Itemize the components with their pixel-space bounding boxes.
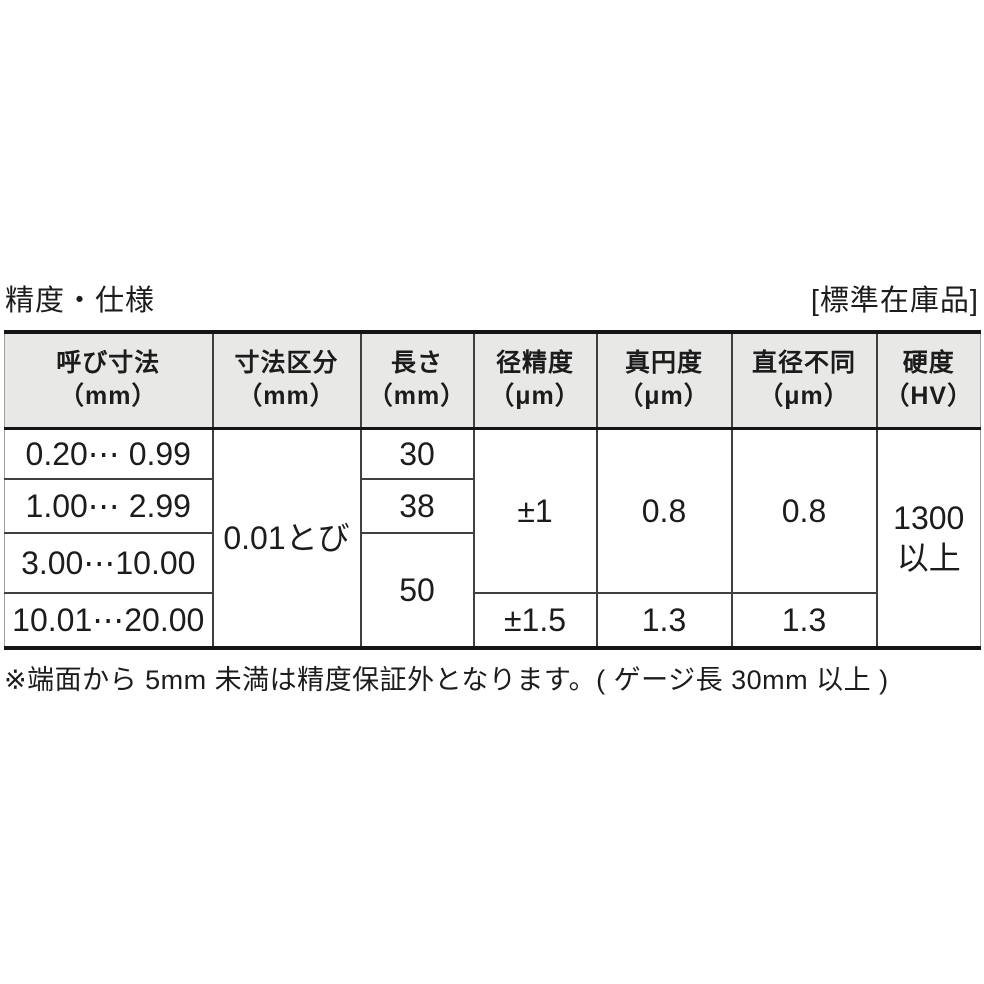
col-header-unit: （HV） bbox=[884, 382, 974, 411]
cell-roundness: 0.8 bbox=[595, 428, 732, 593]
col-header-dia-accuracy: 径精度 （μm） bbox=[472, 332, 597, 430]
col-header-unit: （mm） bbox=[237, 382, 336, 411]
col-header-unit: （mm） bbox=[59, 382, 158, 411]
col-header-unit: （mm） bbox=[367, 382, 467, 411]
caption-row: 精度・仕様 [標準在庫品] bbox=[5, 280, 979, 318]
col-header-title: 呼び寸法 bbox=[56, 349, 161, 378]
col-header-title: 径精度 bbox=[495, 349, 574, 378]
col-header-title: 寸法区分 bbox=[234, 349, 339, 378]
col-header-title: 直径不同 bbox=[751, 349, 856, 378]
cell-nominal-size: 10.01⋯20.00 bbox=[4, 592, 213, 648]
cell-length: 38 bbox=[359, 478, 474, 533]
table-row: 10.01⋯20.00 ±1.5 1.3 1.3 bbox=[4, 592, 981, 648]
cell-length: 30 bbox=[359, 428, 474, 479]
cell-dia-difference: 0.8 bbox=[730, 428, 877, 593]
spec-table: 呼び寸法 （mm） 寸法区分 （mm） 長さ （mm） 径精度 （μm） 真円度 bbox=[4, 330, 981, 650]
page-title: 精度・仕様 bbox=[5, 285, 156, 317]
col-header-unit: （μm） bbox=[758, 382, 850, 411]
table-row: 0.20⋯ 0.99 0.01とび 30 ±1 0.8 0.8 1300 以上 bbox=[5, 428, 981, 648]
table-row: 3.00⋯10.00 50 bbox=[4, 532, 981, 648]
accuracy-footnote: ※端面から 5mm 未満は精度保証外となります。( ゲージ長 30mm 以上 ) bbox=[4, 665, 889, 695]
cell-roundness: 1.3 bbox=[595, 592, 732, 648]
cell-nominal-size: 3.00⋯10.00 bbox=[4, 532, 213, 593]
cell-hardness: 1300 以上 bbox=[875, 428, 981, 648]
col-header-title: 硬度 bbox=[902, 349, 955, 378]
cell-nominal-size: 0.20⋯ 0.99 bbox=[25, 435, 191, 472]
col-header-roundness: 真円度 （μm） bbox=[595, 332, 732, 430]
col-header-size-step: 寸法区分 （mm） bbox=[211, 332, 361, 430]
col-header-title: 真円度 bbox=[624, 349, 703, 378]
spec-table-body: 0.20⋯ 0.99 0.01とび 30 ±1 0.8 0.8 1300 以上 … bbox=[4, 428, 981, 648]
col-header-title: 長さ bbox=[390, 349, 443, 378]
hardness-qualifier: 以上 bbox=[896, 539, 961, 576]
cell-dia-accuracy: ±1 bbox=[472, 428, 597, 593]
table-row: 1.00⋯ 2.99 38 bbox=[4, 478, 981, 533]
col-header-dia-difference: 直径不同 （μm） bbox=[730, 332, 877, 430]
col-header-unit: （μm） bbox=[618, 382, 710, 411]
cell-dia-accuracy: ±1.5 bbox=[472, 592, 597, 648]
cell-length: 50 bbox=[359, 532, 474, 648]
stock-status-label: [標準在庫品] bbox=[810, 285, 979, 317]
cell-nominal-size: 1.00⋯ 2.99 bbox=[4, 478, 213, 533]
col-header-hardness: 硬度 （HV） bbox=[875, 332, 981, 430]
col-header-unit: （μm） bbox=[489, 382, 581, 411]
spec-table-header: 呼び寸法 （mm） 寸法区分 （mm） 長さ （mm） 径精度 （μm） 真円度 bbox=[4, 332, 981, 430]
cell-size-step: 0.01とび bbox=[211, 428, 361, 648]
col-header-length: 長さ （mm） bbox=[359, 332, 474, 430]
col-header-nominal-size: 呼び寸法 （mm） bbox=[4, 332, 213, 430]
hardness-value: 1300 bbox=[893, 499, 965, 536]
cell-dia-difference: 1.3 bbox=[730, 592, 877, 648]
